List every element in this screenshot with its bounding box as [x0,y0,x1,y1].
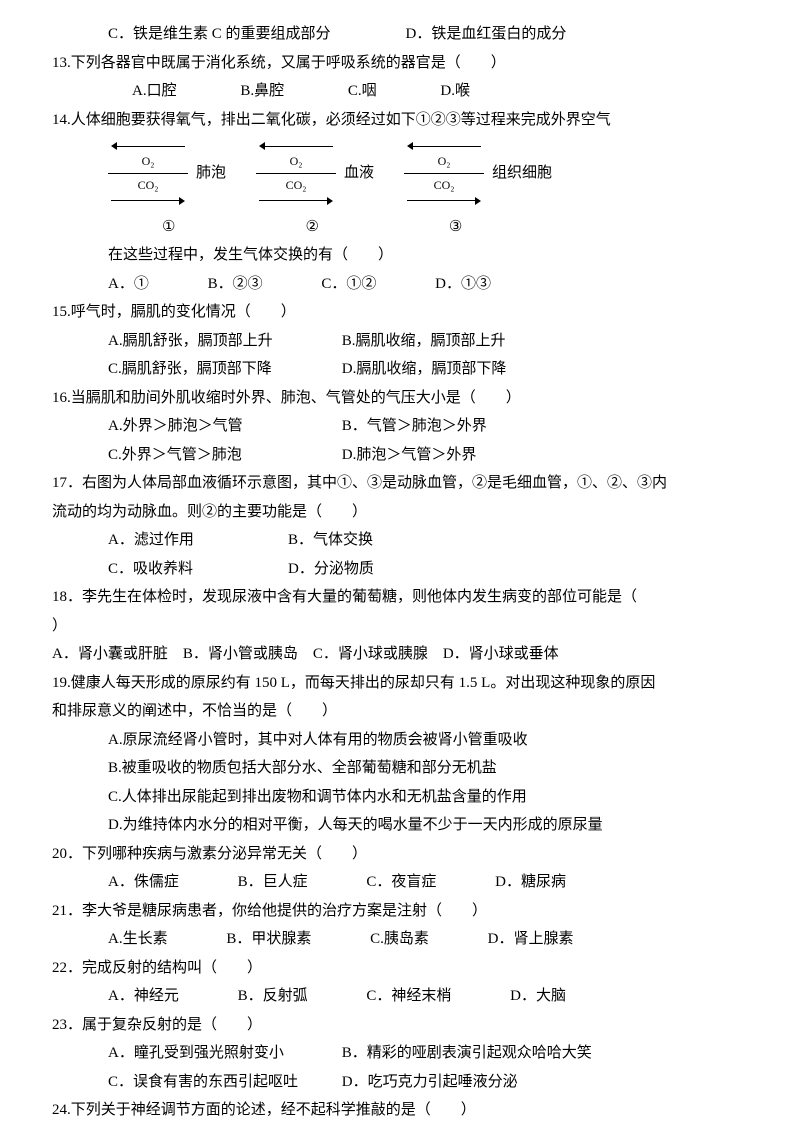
o2-label-1: O₂ [142,150,155,173]
co2-label-1: CO₂ [138,174,159,197]
q20-choices: A．侏儒症 B．巨人症 C．夜盲症 D．糖尿病 [52,868,748,897]
q23-stem: 23．属于复杂反射的是（ ） [52,1011,748,1040]
q22-C: C．神经末梢 [366,982,451,1011]
q19-stem1: 19.健康人每天形成的原尿约有 150 L，而每天排出的尿却只有 1.5 L。对… [52,669,748,698]
q15-stem: 15.呼气时，膈肌的变化情况（ ） [52,298,748,327]
o2-label-3: O₂ [438,150,451,173]
q22-choices: A．神经元 B．反射弧 C．神经末梢 D．大脑 [52,982,748,1011]
q17-D: D．分泌物质 [288,555,468,584]
q19-C: C.人体排出尿能起到排出废物和调节体内水和无机盐含量的作用 [52,783,748,812]
q16-D: D.肺泡＞气管＞外界 [342,441,572,470]
q15-B: B.膈肌收缩，膈顶部上升 [342,327,572,356]
q23-A: A．瞳孔受到强光照射变小 [108,1039,338,1068]
q21-stem: 21．李大爷是糖尿病患者，你给他提供的治疗方案是注射（ ） [52,897,748,926]
q16-B: B．气管＞肺泡＞外界 [342,412,572,441]
q12-optC: C．铁是维生素 C 的重要组成部分 [108,26,331,42]
q21-B: B．甲状腺素 [226,925,311,954]
q20-C: C．夜盲症 [366,868,436,897]
q17-options: A．滤过作用B．气体交换 C．吸收养料D．分泌物质 [52,526,748,583]
q14-C: C．①② [321,270,376,299]
q22-D: D．大脑 [510,982,566,1011]
q20-stem: 20．下列哪种疾病与激素分泌异常无关（ ） [52,840,748,869]
q14-stem: 14.人体细胞要获得氧气，排出二氧化碳，必须经过如下①②③等过程来完成外界空气 [52,106,748,135]
q17-A: A．滤过作用 [108,526,288,555]
q15-A: A.膈肌舒张，膈顶部上升 [108,327,338,356]
q23-row1: A．瞳孔受到强光照射变小 B．精彩的哑剧表演引起观众哈哈大笑 [52,1039,748,1068]
q13-choices: A.口腔 B.鼻腔 C.咽 D.喉 [52,77,748,106]
q15-D: D.膈肌收缩，膈顶部下降 [342,355,572,384]
q23-D: D．吃巧克力引起唾液分泌 [342,1068,572,1097]
q24-stem: 24.下列关于神经调节方面的论述，经不起科学推敲的是（ ） [52,1096,748,1125]
q22-A: A．神经元 [108,982,179,1011]
q13-C: C.咽 [348,77,377,106]
q15-row2: C.膈肌舒张，膈顶部下降 D.膈肌收缩，膈顶部下降 [52,355,748,384]
q16-A: A.外界＞肺泡＞气管 [108,412,338,441]
q14-circled-labels: ① ② ③ [52,213,748,242]
q16-row1: A.外界＞肺泡＞气管 B．气管＞肺泡＞外界 [52,412,748,441]
q18-options: A．肾小囊或肝脏 B．肾小管或胰岛 C．肾小球或胰腺 D．肾小球或垂体 [52,640,748,669]
q17-C: C．吸收养料 [108,555,288,584]
q14-B: B．②③ [208,270,263,299]
q21-choices: A.生长素 B．甲状腺素 C.胰岛素 D．肾上腺素 [52,925,748,954]
diagram-label-1: 肺泡 [196,159,226,188]
q21-D: D．肾上腺素 [488,925,574,954]
q19-B: B.被重吸收的物质包括大部分水、全部葡萄糖和部分无机盐 [52,754,748,783]
co2-label-3: CO₂ [434,174,455,197]
q14-diagram: O₂ CO₂ 肺泡 O₂ CO₂ 血液 O₂ CO₂ 组织细胞 [52,142,748,205]
q16-stem: 16.当膈肌和肋间外肌收缩时外界、肺泡、气管处的气压大小是（ ） [52,384,748,413]
q17-stem1: 17．右图为人体局部血液循环示意图，其中①、③是动脉血管，②是毛细血管，①、②、… [52,469,748,498]
q14-A: A．① [108,270,149,299]
q13-A: A.口腔 [132,77,177,106]
q21-C: C.胰岛素 [370,925,429,954]
q13-stem: 13.下列各器官中既属于消化系统，又属于呼吸系统的器官是（ ） [52,49,748,78]
q12-options: C．铁是维生素 C 的重要组成部分 D．铁是血红蛋白的成分 [52,20,748,49]
q19-A: A.原尿流经肾小管时，其中对人体有用的物质会被肾小管重吸收 [52,726,748,755]
q19-D: D.为维持体内水分的相对平衡，人每天的喝水量不少于一天内形成的原尿量 [52,811,748,840]
q17-B: B．气体交换 [288,526,468,555]
q17-stem2: 流动的均为动脉血。则②的主要功能是（ ） [52,498,748,527]
q18-stem2: ） [52,612,748,641]
q22-stem: 22．完成反射的结构叫（ ） [52,954,748,983]
q14-D: D．①③ [435,270,491,299]
q20-D: D．糖尿病 [495,868,566,897]
circled-3: ③ [449,213,462,242]
q16-row2: C.外界＞气管＞肺泡 D.肺泡＞气管＞外界 [52,441,748,470]
q20-A: A．侏儒症 [108,868,179,897]
q19-stem2: 和排尿意义的阐述中，不恰当的是（ ） [52,697,748,726]
q23-C: C．误食有害的东西引起呕吐 [108,1068,338,1097]
gas-exchange-3: O₂ CO₂ [404,142,484,205]
co2-label-2: CO₂ [286,174,307,197]
q13-D: D.喉 [440,77,470,106]
q23-B: B．精彩的哑剧表演引起观众哈哈大笑 [342,1039,592,1068]
q22-B: B．反射弧 [238,982,308,1011]
circled-1: ① [162,213,175,242]
q12-optD: D．铁是血红蛋白的成分 [406,26,567,42]
diagram-label-2: 血液 [344,159,374,188]
q18-stem1: 18．李先生在体检时，发现尿液中含有大量的葡萄糖，则他体内发生病变的部位可能是（ [52,583,748,612]
q14-sub: 在这些过程中，发生气体交换的有（ ） [52,241,748,270]
o2-label-2: O₂ [290,150,303,173]
q15-row1: A.膈肌舒张，膈顶部上升 B.膈肌收缩，膈顶部上升 [52,327,748,356]
diagram-label-3: 组织细胞 [492,159,552,188]
q15-C: C.膈肌舒张，膈顶部下降 [108,355,338,384]
q21-A: A.生长素 [108,925,168,954]
gas-exchange-2: O₂ CO₂ [256,142,336,205]
q20-B: B．巨人症 [238,868,308,897]
q23-row2: C．误食有害的东西引起呕吐 D．吃巧克力引起唾液分泌 [52,1068,748,1097]
q13-B: B.鼻腔 [240,77,284,106]
q14-choices: A．① B．②③ C．①② D．①③ [52,270,748,299]
q16-C: C.外界＞气管＞肺泡 [108,441,338,470]
circled-2: ② [305,213,318,242]
gas-exchange-1: O₂ CO₂ [108,142,188,205]
